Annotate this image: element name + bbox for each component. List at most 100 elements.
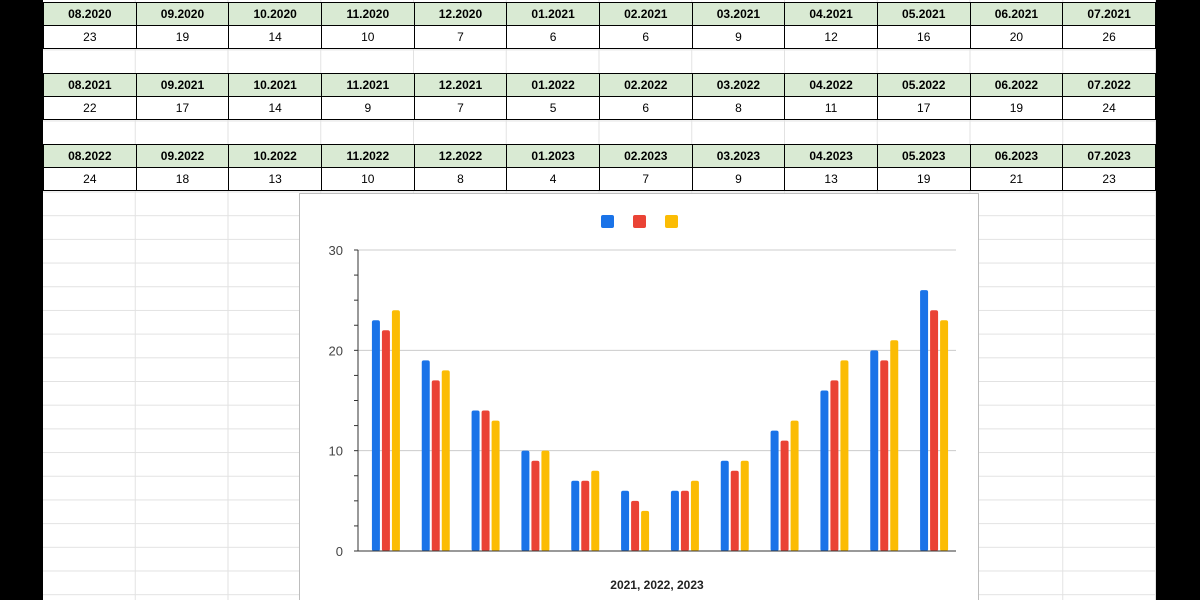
chart-bar[interactable] xyxy=(840,360,849,551)
chart-bar[interactable] xyxy=(531,460,540,551)
value-cell[interactable]: 19 xyxy=(969,96,1064,120)
value-cell[interactable]: 14 xyxy=(228,25,322,49)
chart-bar[interactable] xyxy=(441,370,450,551)
chart-bar[interactable] xyxy=(780,440,789,551)
value-cell[interactable]: 5 xyxy=(506,96,600,120)
chart-bar[interactable] xyxy=(591,470,600,551)
legend-swatch[interactable] xyxy=(665,215,678,228)
header-cell[interactable]: 11.2021 xyxy=(320,73,415,97)
value-cell[interactable]: 9 xyxy=(691,167,786,191)
header-cell[interactable]: 08.2021 xyxy=(43,73,137,97)
header-cell[interactable]: 09.2022 xyxy=(135,144,230,168)
value-cell[interactable]: 8 xyxy=(413,167,508,191)
header-cell[interactable]: 02.2021 xyxy=(598,2,693,26)
value-cell[interactable]: 13 xyxy=(784,167,878,191)
header-cell[interactable]: 06.2022 xyxy=(969,73,1064,97)
header-cell[interactable]: 01.2021 xyxy=(506,2,600,26)
chart-bar[interactable] xyxy=(920,290,929,551)
header-cell[interactable]: 01.2023 xyxy=(506,144,600,168)
header-cell[interactable]: 02.2023 xyxy=(598,144,693,168)
header-cell[interactable]: 11.2020 xyxy=(320,2,415,26)
value-cell[interactable]: 8 xyxy=(691,96,786,120)
chart-bar[interactable] xyxy=(770,430,779,551)
header-cell[interactable]: 08.2022 xyxy=(43,144,137,168)
value-cell[interactable]: 7 xyxy=(598,167,693,191)
chart-bar[interactable] xyxy=(670,490,679,551)
value-cell[interactable]: 9 xyxy=(320,96,415,120)
header-cell[interactable]: 06.2021 xyxy=(969,2,1064,26)
spreadsheet-grid[interactable]: 08.2020 09.2020 10.2020 11.2020 12.2020 01.20… xyxy=(43,0,1156,600)
header-cell[interactable]: 12.2022 xyxy=(413,144,508,168)
chart-bar[interactable] xyxy=(581,480,590,551)
value-cell[interactable]: 10 xyxy=(320,25,415,49)
chart-bar[interactable] xyxy=(880,360,889,551)
chart-bar[interactable] xyxy=(940,320,949,551)
header-cell[interactable]: 07.2023 xyxy=(1062,144,1156,168)
value-cell[interactable]: 9 xyxy=(691,25,786,49)
value-cell[interactable]: 14 xyxy=(228,96,322,120)
value-cell[interactable]: 11 xyxy=(784,96,878,120)
chart-bar[interactable] xyxy=(381,330,390,551)
header-cell[interactable]: 05.2022 xyxy=(876,73,971,97)
value-cell[interactable]: 19 xyxy=(135,25,230,49)
value-cell[interactable]: 24 xyxy=(1062,96,1156,120)
value-cell[interactable]: 23 xyxy=(43,25,137,49)
header-cell[interactable]: 04.2023 xyxy=(784,144,878,168)
header-cell[interactable]: 09.2021 xyxy=(135,73,230,97)
chart-bar[interactable] xyxy=(730,470,739,551)
value-cell[interactable]: 17 xyxy=(876,96,971,120)
value-cell[interactable]: 26 xyxy=(1062,25,1156,49)
chart-bar[interactable] xyxy=(471,410,480,551)
header-cell[interactable]: 03.2022 xyxy=(691,73,786,97)
chart-bar[interactable] xyxy=(571,480,580,551)
legend-swatch[interactable] xyxy=(601,215,614,228)
chart-bar[interactable] xyxy=(631,500,640,551)
value-cell[interactable]: 22 xyxy=(43,96,137,120)
chart-bar[interactable] xyxy=(720,460,729,551)
value-cell[interactable]: 10 xyxy=(320,167,415,191)
header-cell[interactable]: 04.2022 xyxy=(784,73,878,97)
chart-bar[interactable] xyxy=(391,310,400,551)
chart-card[interactable]: 0 10 20 30 2021, 2022, 2023 xyxy=(299,193,979,600)
header-cell[interactable]: 07.2021 xyxy=(1062,2,1156,26)
chart-bar[interactable] xyxy=(431,380,440,551)
value-cell[interactable]: 12 xyxy=(784,25,878,49)
chart-bar[interactable] xyxy=(421,360,430,551)
header-cell[interactable]: 05.2023 xyxy=(876,144,971,168)
value-cell[interactable]: 20 xyxy=(969,25,1064,49)
chart-bar[interactable] xyxy=(930,310,939,551)
value-cell[interactable]: 16 xyxy=(876,25,971,49)
value-cell[interactable]: 6 xyxy=(506,25,600,49)
value-cell[interactable]: 17 xyxy=(135,96,230,120)
header-cell[interactable]: 12.2021 xyxy=(413,73,508,97)
header-cell[interactable]: 03.2021 xyxy=(691,2,786,26)
header-cell[interactable]: 06.2023 xyxy=(969,144,1064,168)
chart-bar[interactable] xyxy=(371,320,380,551)
header-cell[interactable]: 10.2021 xyxy=(228,73,322,97)
chart-bar[interactable] xyxy=(621,490,630,551)
header-cell[interactable]: 04.2021 xyxy=(784,2,878,26)
chart-bar[interactable] xyxy=(641,510,650,551)
value-cell[interactable]: 18 xyxy=(135,167,230,191)
chart-bar[interactable] xyxy=(481,410,490,551)
header-cell[interactable]: 07.2022 xyxy=(1062,73,1156,97)
chart-bar[interactable] xyxy=(830,380,839,551)
chart-bar[interactable] xyxy=(680,490,689,551)
value-cell[interactable]: 7 xyxy=(413,96,508,120)
header-cell[interactable]: 05.2021 xyxy=(876,2,971,26)
header-cell[interactable]: 10.2022 xyxy=(228,144,322,168)
header-cell[interactable]: 12.2020 xyxy=(413,2,508,26)
chart-bar[interactable] xyxy=(521,450,530,551)
header-cell[interactable]: 08.2020 xyxy=(43,2,137,26)
header-cell[interactable]: 09.2020 xyxy=(135,2,230,26)
chart-bar[interactable] xyxy=(541,450,550,551)
header-cell[interactable]: 01.2022 xyxy=(506,73,600,97)
header-cell[interactable]: 03.2023 xyxy=(691,144,786,168)
value-cell[interactable]: 21 xyxy=(969,167,1064,191)
chart-bar[interactable] xyxy=(690,480,699,551)
chart-bar[interactable] xyxy=(740,460,749,551)
value-cell[interactable]: 7 xyxy=(413,25,508,49)
legend-swatch[interactable] xyxy=(633,215,646,228)
chart-bar[interactable] xyxy=(820,390,829,551)
value-cell[interactable]: 13 xyxy=(228,167,322,191)
